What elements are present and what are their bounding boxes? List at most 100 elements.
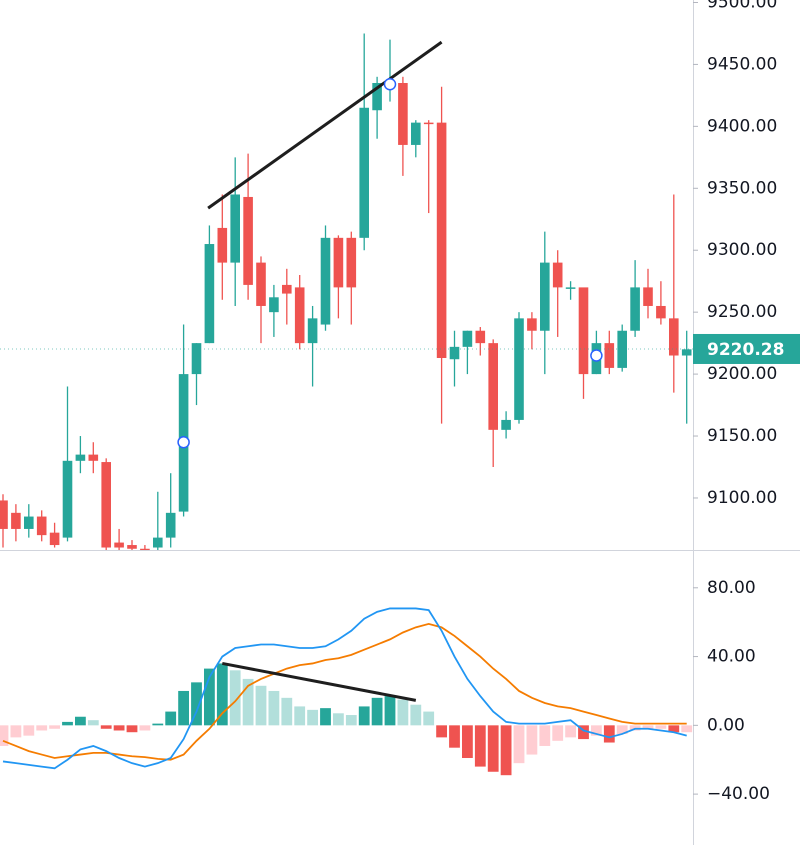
histogram-bar xyxy=(204,668,215,726)
candle-body xyxy=(346,237,357,288)
candle-body xyxy=(617,330,627,368)
histogram-bar xyxy=(423,711,435,726)
y-tick-label: 9500.00 xyxy=(707,0,777,12)
candle-body xyxy=(11,512,21,529)
candle-body xyxy=(488,343,498,430)
y-tick-label: 9100.00 xyxy=(707,488,777,508)
histogram-bar xyxy=(462,725,473,759)
signal-marker xyxy=(383,77,397,91)
last-price-label: 9220.28 xyxy=(707,340,784,360)
histogram-bar xyxy=(565,725,576,738)
candle-body xyxy=(359,107,369,238)
candle-body xyxy=(230,194,240,263)
histogram-bar xyxy=(165,711,177,726)
candle-body xyxy=(681,349,692,356)
signal-marker xyxy=(590,349,603,362)
candle-body xyxy=(62,460,73,538)
signal-line xyxy=(2,622,687,761)
candle-body xyxy=(643,287,653,306)
candle-body xyxy=(630,287,640,331)
candle-body xyxy=(140,548,150,550)
candle-body xyxy=(114,542,124,548)
histogram-bar xyxy=(36,725,48,731)
y-tick-label: 9200.00 xyxy=(707,364,777,384)
candle-body xyxy=(578,287,589,375)
signal-marker xyxy=(177,435,190,449)
histogram-bar xyxy=(87,720,99,726)
trend-line xyxy=(222,661,417,702)
histogram-bar xyxy=(642,725,654,729)
histogram-bar xyxy=(668,725,680,733)
histogram-bar xyxy=(191,682,202,726)
histogram-bar xyxy=(0,725,9,746)
histogram-bar xyxy=(410,704,422,726)
histogram-bar xyxy=(552,725,564,741)
y-tick-label: 9150.00 xyxy=(707,426,777,446)
y-tick-label: 9350.00 xyxy=(707,178,777,198)
histogram-bar xyxy=(307,709,318,726)
histogram-bar xyxy=(371,697,383,726)
candle-body xyxy=(75,454,86,461)
macd-line xyxy=(2,607,687,770)
histogram-bar xyxy=(255,685,267,726)
candle-body xyxy=(449,346,460,360)
candle-body xyxy=(88,454,99,461)
candle-body xyxy=(333,237,344,288)
histogram-bar xyxy=(216,663,228,726)
candle-body xyxy=(372,82,382,111)
candle-body xyxy=(36,516,47,536)
trend-line xyxy=(207,40,443,210)
candle-body xyxy=(604,343,615,368)
candle-body xyxy=(165,512,176,538)
y-tick-label: −40.00 xyxy=(707,784,770,804)
candle-body xyxy=(217,227,228,263)
y-tick-label: 9400.00 xyxy=(707,116,777,136)
candle-body xyxy=(669,318,679,356)
candle-body xyxy=(101,462,111,548)
histogram-bar xyxy=(591,725,602,736)
macd-pane xyxy=(0,607,693,776)
candle-body xyxy=(24,516,34,529)
candle-body xyxy=(656,305,666,319)
candle-body xyxy=(49,532,60,546)
candle-body xyxy=(269,297,279,313)
histogram-bar xyxy=(513,725,525,764)
histogram-bar xyxy=(320,708,331,726)
candle-body xyxy=(282,284,292,294)
histogram-bar xyxy=(526,725,538,755)
price-pane xyxy=(0,33,693,550)
candle-body xyxy=(127,545,137,549)
histogram-bar xyxy=(113,725,125,731)
candle-body xyxy=(191,343,202,375)
histogram-bar xyxy=(100,725,112,729)
histogram-bar xyxy=(62,721,73,726)
histogram-bar xyxy=(449,725,460,748)
candle-body xyxy=(0,500,8,529)
candle-body xyxy=(565,287,576,289)
histogram-bar xyxy=(242,678,254,726)
histogram-bar xyxy=(333,713,344,726)
histogram-bar xyxy=(49,725,60,729)
candle-body xyxy=(256,262,266,306)
candle-body xyxy=(423,122,434,125)
histogram-bar xyxy=(384,696,396,726)
candle-body xyxy=(204,244,215,344)
histogram-bar xyxy=(23,725,35,736)
histogram-bar xyxy=(358,706,370,726)
histogram-bar xyxy=(268,690,280,726)
candle-body xyxy=(153,537,163,548)
candle-body xyxy=(501,419,511,430)
candle-body xyxy=(294,287,305,344)
candle-body xyxy=(475,330,486,344)
candle-body xyxy=(411,122,421,145)
y-tick-label: 9300.00 xyxy=(707,240,777,260)
y-tick-label: 40.00 xyxy=(707,647,756,667)
candle-body xyxy=(462,330,473,347)
histogram-bar xyxy=(126,725,138,733)
candle-body xyxy=(540,262,550,331)
candle-body xyxy=(320,237,331,325)
y-tick-label: 80.00 xyxy=(707,578,756,598)
histogram-bar xyxy=(436,725,447,738)
histogram-bar xyxy=(139,725,151,731)
histogram-bar xyxy=(681,725,693,733)
